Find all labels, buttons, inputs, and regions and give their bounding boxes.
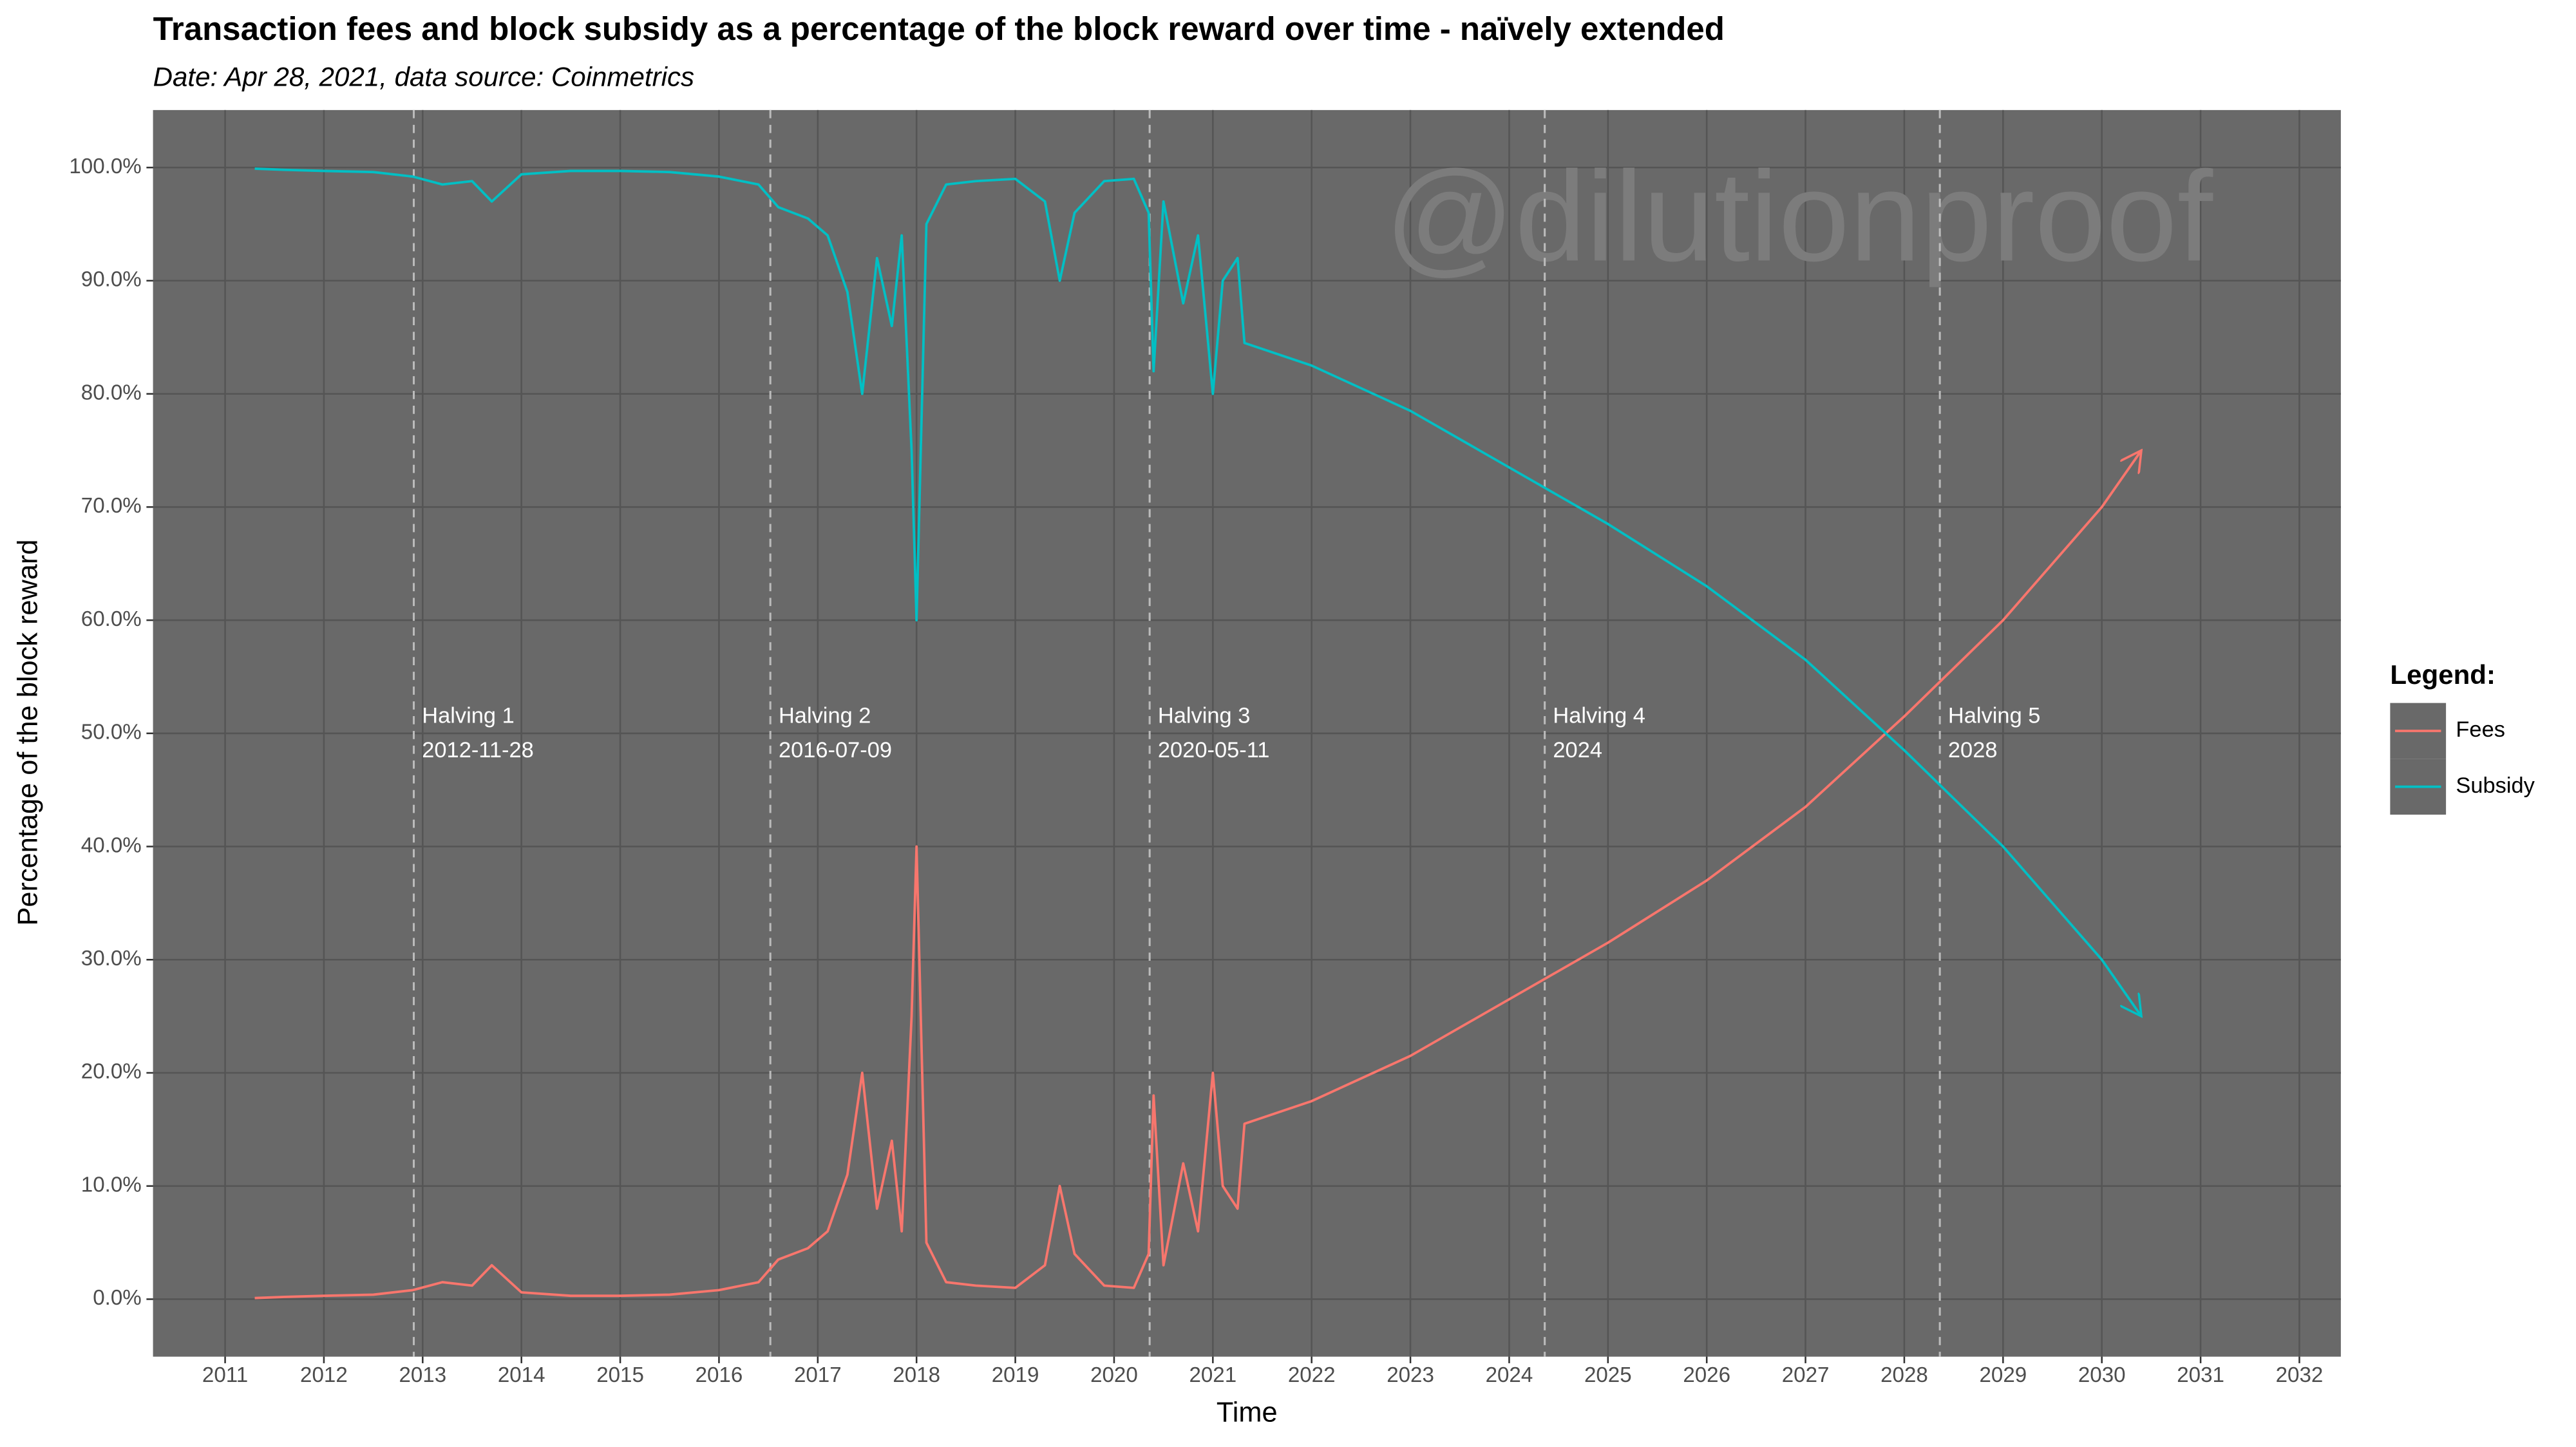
series-line (254, 167, 2141, 1016)
halving-date: 2020-05-11 (1158, 738, 1270, 762)
x-axis-title: Time (1217, 1397, 1278, 1428)
y-tick-label: 80.0% (81, 381, 142, 404)
x-tick-label: 2029 (1979, 1363, 2027, 1387)
halving-label: Halving 5 (1948, 703, 2041, 728)
halving-date: 2012-11-28 (422, 738, 534, 762)
x-tick-label: 2016 (696, 1363, 743, 1387)
x-tick-label: 2032 (2276, 1363, 2324, 1387)
x-tick-label: 2014 (498, 1363, 545, 1387)
chart-title: Transaction fees and block subsidy as a … (153, 10, 1725, 47)
legend-label: Subsidy (2456, 773, 2535, 798)
y-tick-label: 30.0% (81, 947, 142, 970)
y-tick-label: 20.0% (81, 1060, 142, 1084)
x-tick-label: 2017 (794, 1363, 842, 1387)
halving-date: 2028 (1948, 738, 1998, 762)
x-tick-label: 2019 (992, 1363, 1039, 1387)
halving-date: 2024 (1553, 738, 1602, 762)
chart-subtitle: Date: Apr 28, 2021, data source: Coinmet… (153, 62, 694, 92)
legend-label: Fees (2456, 717, 2505, 742)
y-tick-label: 50.0% (81, 721, 142, 744)
x-tick-label: 2018 (893, 1363, 940, 1387)
series-line (254, 450, 2141, 1300)
x-tick-label: 2028 (1880, 1363, 1928, 1387)
y-tick-label: 90.0% (81, 268, 142, 292)
x-tick-label: 2012 (300, 1363, 348, 1387)
y-tick-label: 100.0% (69, 155, 141, 178)
x-tick-label: 2015 (596, 1363, 644, 1387)
x-tick-label: 2023 (1387, 1363, 1434, 1387)
x-tick-label: 2026 (1683, 1363, 1730, 1387)
halving-label: Halving 4 (1553, 703, 1645, 728)
y-axis-title: Percentage of the block reward (13, 540, 44, 926)
halving-label: Halving 2 (779, 703, 871, 728)
x-tick-label: 2011 (202, 1363, 248, 1387)
x-tick-label: 2027 (1782, 1363, 1830, 1387)
halving-label: Halving 1 (422, 703, 515, 728)
y-tick-label: 0.0% (93, 1286, 142, 1310)
y-tick-label: 70.0% (81, 494, 142, 518)
legend-title: Legend: (2390, 659, 2496, 690)
x-tick-label: 2025 (1584, 1363, 1632, 1387)
x-tick-label: 2020 (1090, 1363, 1138, 1387)
x-tick-label: 2024 (1486, 1363, 1533, 1387)
watermark: @dilutionproof (1385, 146, 2213, 288)
halving-date: 2016-07-09 (779, 738, 892, 762)
x-tick-label: 2031 (2177, 1363, 2224, 1387)
x-tick-label: 2030 (2078, 1363, 2126, 1387)
x-tick-label: 2013 (399, 1363, 446, 1387)
y-tick-label: 60.0% (81, 607, 142, 631)
halving-label: Halving 3 (1158, 703, 1251, 728)
y-tick-label: 40.0% (81, 833, 142, 857)
y-tick-label: 10.0% (81, 1173, 142, 1196)
x-tick-label: 2022 (1288, 1363, 1336, 1387)
x-tick-label: 2021 (1189, 1363, 1236, 1387)
